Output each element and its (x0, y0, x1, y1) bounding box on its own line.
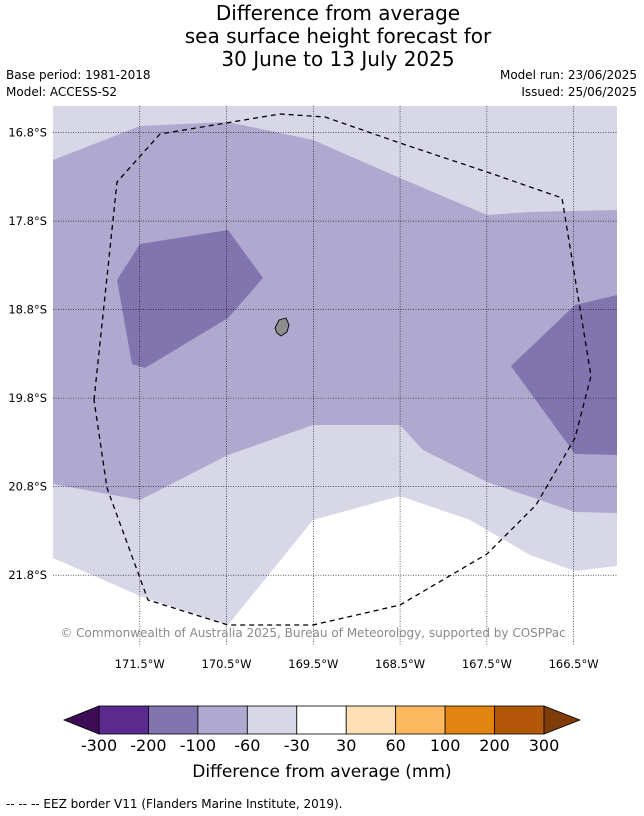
colorbar-segment (148, 705, 199, 735)
meta-left: Base period: 1981-2018 Model: ACCESS-S2 (6, 67, 151, 101)
longitude-label: 170.5°W (202, 657, 252, 671)
meta-right: Model run: 23/06/2025 Issued: 25/06/2025 (500, 67, 637, 101)
colorbar-segment (197, 705, 248, 735)
colorbar-segment (444, 705, 495, 735)
longitude-label: 171.5°W (115, 657, 165, 671)
latitude-label: 20.8°S (8, 480, 47, 494)
base-period: Base period: 1981-2018 (6, 68, 151, 82)
colorbar-tick-label: -60 (234, 736, 261, 755)
colorbar-tick-label: -300 (80, 736, 118, 755)
model-run: Model run: 23/06/2025 (499, 68, 637, 82)
title-line-1: Difference from average (215, 1, 461, 25)
latitude-label: 21.8°S (8, 568, 47, 582)
island-land (274, 317, 290, 337)
colorbar-segment (395, 705, 446, 735)
longitude-label: 168.5°W (375, 657, 425, 671)
colorbar-tick-label: 60 (385, 736, 406, 755)
issued-date: Issued: 25/06/2025 (521, 85, 637, 99)
title-line-2: sea surface height forecast for (184, 24, 492, 48)
anomaly-field (53, 106, 617, 646)
colorbar-extend-max (543, 705, 582, 735)
latitude-label: 18.8°S (8, 303, 47, 317)
longitude-label: 166.5°W (549, 657, 599, 671)
colorbar-tick-label: -200 (130, 736, 167, 755)
gridlines (53, 106, 617, 646)
colorbar-tick-label: 300 (528, 736, 560, 755)
colorbar (62, 705, 582, 735)
anomaly-region-200-100-east (511, 295, 617, 455)
colorbar-title: Difference from average (mm) (192, 762, 452, 782)
colorbar-segment (296, 705, 347, 735)
eez-border (93, 113, 592, 626)
colorbar-segment (246, 705, 298, 735)
copyright-notice: © Commonwealth of Australia 2025, Bureau… (60, 626, 565, 640)
title-line-3: 30 June to 13 July 2025 (221, 47, 455, 71)
longitude-label: 167.5°W (462, 657, 512, 671)
longitude-label: 169.5°W (288, 657, 338, 671)
colorbar-tick-label: -100 (179, 736, 217, 755)
latitude-label: 19.8°S (8, 391, 47, 405)
colorbar-tick-label: -30 (283, 736, 310, 755)
anomaly-region-100-60 (53, 122, 617, 513)
eez-legend-note: -- -- -- EEZ border V11 (Flanders Marine… (6, 797, 343, 811)
model-name: Model: ACCESS-S2 (6, 85, 118, 99)
colorbar-segment (98, 705, 149, 735)
colorbar-tick-label: 100 (429, 736, 461, 755)
colorbar-tick-label: 30 (336, 736, 357, 755)
colorbar-segment (345, 705, 397, 735)
colorbar-segment (494, 705, 545, 735)
latitude-label: 16.8°S (8, 126, 47, 140)
colorbar-extend-min (62, 705, 100, 735)
map-title: Difference from average sea surface heig… (0, 2, 644, 71)
colorbar-tick-label: 200 (479, 736, 510, 755)
longitude-labels: 171.5°W 170.5°W 169.5°W 168.5°W 167.5°W 166.5… (115, 657, 599, 671)
latitude-labels: 16.8°S 17.8°S 18.8°S 19.8°S 20.8°S 21.8°S (8, 126, 47, 583)
latitude-label: 17.8°S (8, 214, 47, 228)
